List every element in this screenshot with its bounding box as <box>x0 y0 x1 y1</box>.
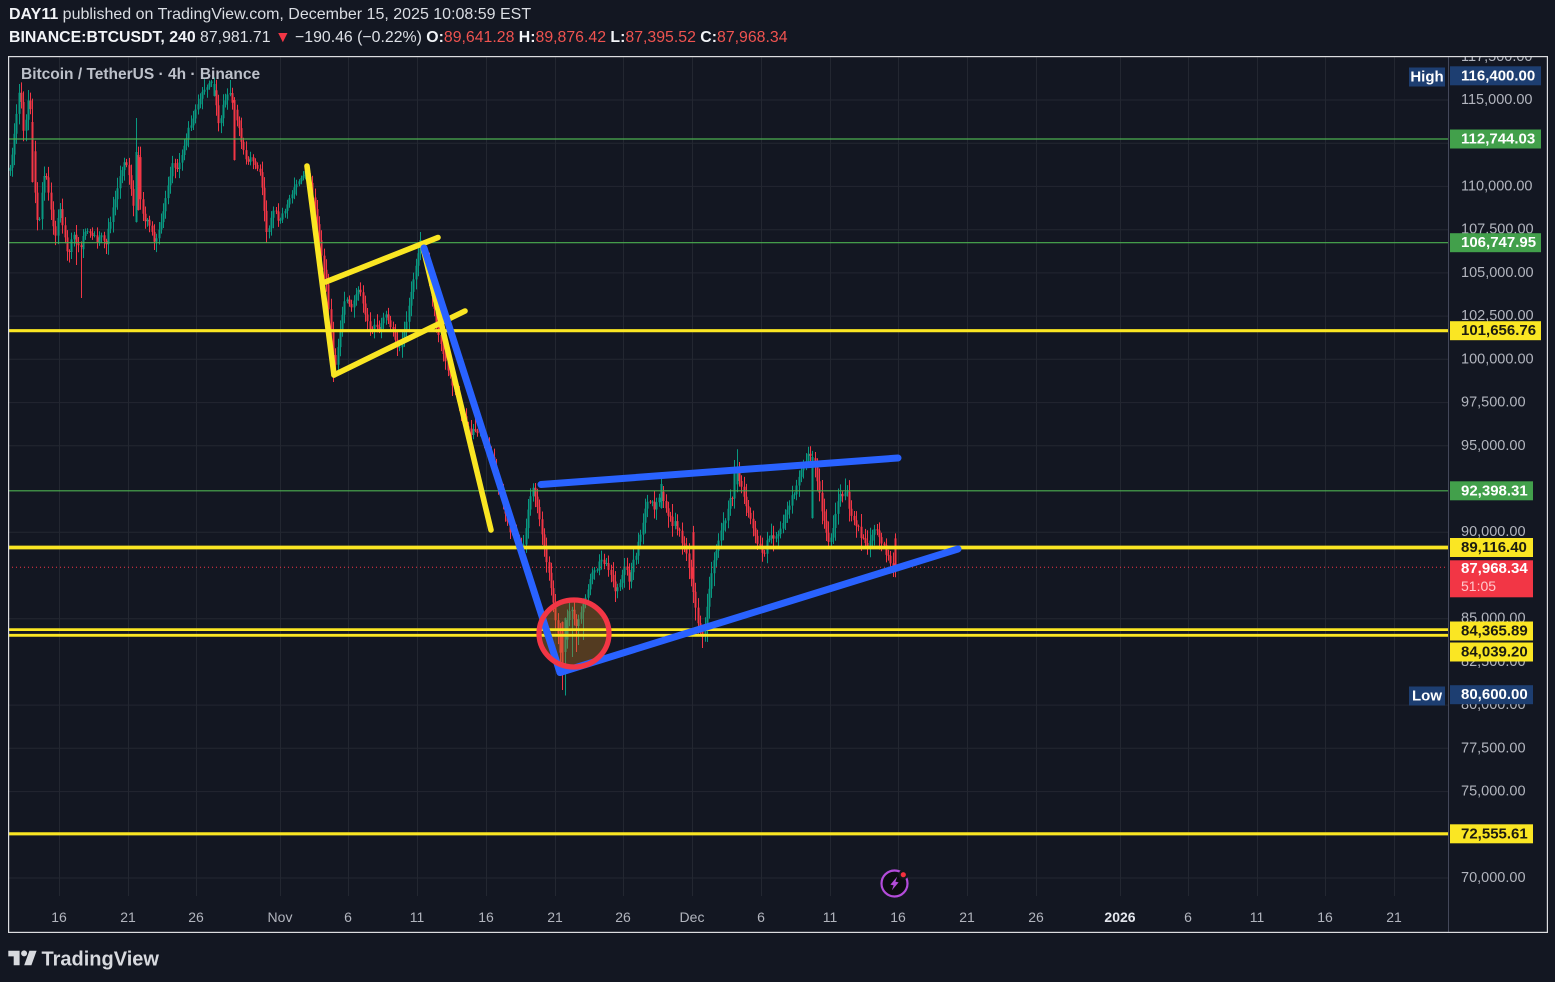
svg-text:51:05: 51:05 <box>1461 578 1496 594</box>
svg-text:21: 21 <box>1386 909 1402 925</box>
svg-text:115,000.00: 115,000.00 <box>1461 92 1533 108</box>
svg-text:TradingView: TradingView <box>42 948 160 970</box>
svg-text:21: 21 <box>547 909 563 925</box>
svg-text:80,600.00: 80,600.00 <box>1461 686 1528 703</box>
svg-text:89,116.40: 89,116.40 <box>1461 539 1527 556</box>
svg-text:26: 26 <box>188 909 204 925</box>
svg-text:16: 16 <box>1317 909 1333 925</box>
svg-text:70,000.00: 70,000.00 <box>1461 870 1526 886</box>
svg-text:26: 26 <box>615 909 631 925</box>
svg-text:84,039.20: 84,039.20 <box>1461 644 1528 661</box>
svg-text:11: 11 <box>410 909 425 925</box>
svg-text:11: 11 <box>1250 909 1265 925</box>
svg-text:11: 11 <box>823 909 838 925</box>
svg-text:26: 26 <box>1028 909 1044 925</box>
svg-text:95,000.00: 95,000.00 <box>1461 438 1526 454</box>
svg-text:116,400.00: 116,400.00 <box>1461 67 1535 84</box>
svg-text:84,365.89: 84,365.89 <box>1461 623 1528 640</box>
svg-text:87,968.34: 87,968.34 <box>1461 560 1528 577</box>
svg-text:2026: 2026 <box>1104 909 1135 925</box>
svg-text:Dec: Dec <box>680 909 705 925</box>
svg-text:21: 21 <box>959 909 975 925</box>
svg-text:105,000.00: 105,000.00 <box>1461 265 1534 281</box>
svg-text:16: 16 <box>478 909 494 925</box>
svg-text:92,398.31: 92,398.31 <box>1461 482 1528 499</box>
svg-text:72,555.61: 72,555.61 <box>1461 825 1528 842</box>
svg-text:16: 16 <box>51 909 67 925</box>
svg-text:75,000.00: 75,000.00 <box>1461 784 1526 800</box>
svg-text:90,000.00: 90,000.00 <box>1461 524 1526 540</box>
svg-text:106,747.95: 106,747.95 <box>1461 234 1536 251</box>
svg-text:102,500.00: 102,500.00 <box>1461 308 1534 324</box>
svg-text:97,500.00: 97,500.00 <box>1461 395 1526 411</box>
svg-text:6: 6 <box>344 909 352 925</box>
svg-text:117,500.00: 117,500.00 <box>1461 56 1533 65</box>
svg-text:High: High <box>1410 69 1443 86</box>
svg-text:16: 16 <box>890 909 906 925</box>
svg-text:77,500.00: 77,500.00 <box>1461 740 1526 756</box>
svg-text:Low: Low <box>1412 688 1442 705</box>
svg-text:21: 21 <box>120 909 136 925</box>
svg-text:6: 6 <box>757 909 765 925</box>
svg-text:112,744.03: 112,744.03 <box>1461 131 1535 148</box>
svg-text:101,656.76: 101,656.76 <box>1461 322 1536 339</box>
svg-text:6: 6 <box>1184 909 1192 925</box>
svg-text:100,000.00: 100,000.00 <box>1461 351 1534 367</box>
svg-text:Nov: Nov <box>268 909 293 925</box>
svg-text:110,000.00: 110,000.00 <box>1461 178 1533 194</box>
